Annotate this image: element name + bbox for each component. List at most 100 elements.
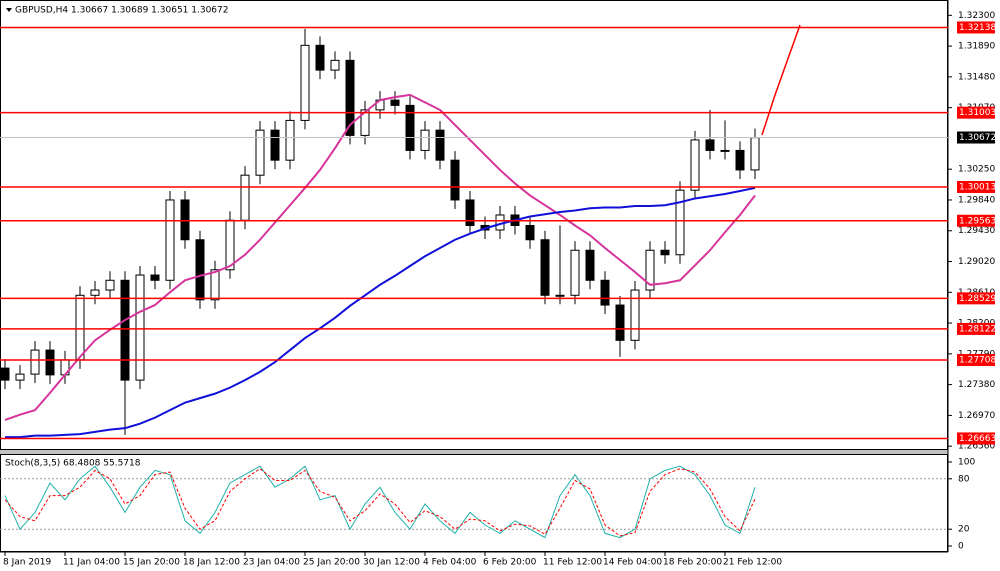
stoch-line — [4, 468, 756, 537]
candle-body — [195, 239, 205, 301]
level-tag — [957, 432, 995, 445]
x-tick-label: 11 Feb 12:00 — [543, 558, 602, 568]
level-tag — [957, 106, 995, 119]
x-tick-label: 6 Feb 20:00 — [483, 558, 537, 568]
candle-body — [285, 119, 295, 161]
candle-body — [180, 199, 190, 241]
x-tick-label: 23 Jan 04:00 — [243, 558, 300, 568]
stoch-frame — [0, 454, 948, 552]
plot-area: 1.323001.318901.314801.310701.302501.298… — [0, 11, 996, 568]
y-tick-label: 1.26970 — [958, 411, 995, 421]
candle-body — [525, 224, 535, 241]
candle-body — [600, 279, 610, 306]
candle-body — [435, 129, 445, 161]
candle-body — [675, 189, 685, 256]
x-tick-label: 15 Jan 20:00 — [123, 558, 180, 568]
level-label: 1.28529 — [959, 294, 996, 304]
y-tick-label: 1.31480 — [958, 72, 995, 82]
candle-body — [465, 199, 475, 226]
candle-body — [330, 59, 340, 71]
candle-body — [420, 129, 430, 151]
current-price-tag — [957, 131, 995, 144]
stoch-title: Stoch(8,3,5) 68.4808 55.5718 — [5, 459, 141, 469]
candle-body — [720, 149, 730, 152]
y-tick-label: 1.31890 — [958, 42, 995, 52]
candle-body — [360, 109, 370, 136]
candle-body — [315, 44, 325, 71]
level-tag — [957, 21, 995, 34]
x-tick-label: 21 Feb 12:00 — [723, 558, 782, 568]
x-tick-label: 4 Feb 04:00 — [423, 558, 477, 568]
candle-body — [270, 129, 280, 161]
level-label: 1.32138 — [959, 23, 996, 33]
chart-title: GBPUSD,H4 1.30667 1.30689 1.30651 1.3067… — [15, 6, 228, 16]
candle-body — [390, 99, 400, 106]
y-tick-label: 20 — [958, 525, 970, 535]
candle-body — [75, 294, 85, 361]
candle-body — [555, 294, 565, 297]
level-tag — [957, 292, 995, 305]
current-price-label: 1.30672 — [959, 133, 996, 143]
level-tag — [957, 322, 995, 335]
x-tick-label: 18 Jan 12:00 — [183, 558, 240, 568]
level-label: 1.30013 — [959, 182, 996, 192]
candle-body — [45, 349, 55, 376]
x-tick-label: 11 Jan 04:00 — [63, 558, 120, 568]
candle-body — [90, 289, 100, 296]
candle-body — [300, 44, 310, 121]
candle-body — [585, 249, 595, 281]
symbol-arrow — [6, 8, 12, 12]
y-tick-label: 100 — [958, 458, 975, 468]
candle-body — [0, 367, 10, 381]
x-tick-label: 8 Jan 2019 — [3, 558, 51, 568]
y-tick-label: 1.29430 — [958, 226, 995, 236]
level-label: 1.28122 — [959, 324, 996, 334]
moving-average — [4, 93, 756, 421]
candle-body — [105, 279, 115, 291]
level-tag — [957, 353, 995, 366]
level-label: 1.31003 — [959, 108, 996, 118]
candle-body — [255, 129, 265, 176]
candle-body — [690, 139, 700, 191]
level-label: 1.26663 — [959, 434, 996, 444]
y-tick-label: 1.30250 — [958, 165, 995, 175]
candle-body — [15, 373, 25, 381]
stoch-line — [4, 465, 756, 539]
candle-body — [30, 349, 40, 375]
x-tick-label: 25 Jan 20:00 — [303, 558, 360, 568]
candle-body — [165, 199, 175, 281]
x-tick-label: 14 Feb 04:00 — [603, 558, 662, 568]
y-tick-label: 1.29020 — [958, 257, 995, 267]
level-tag — [957, 214, 995, 227]
y-tick-label: 1.27380 — [958, 380, 995, 390]
x-tick-label: 18 Feb 20:00 — [663, 558, 722, 568]
candle-body — [615, 304, 625, 341]
candle-body — [630, 289, 640, 341]
moving-average — [5, 186, 756, 439]
candle-body — [735, 149, 745, 171]
candle-body — [450, 159, 460, 201]
level-label: 1.29563 — [959, 216, 996, 226]
candle-body — [240, 174, 250, 221]
candle-body — [210, 269, 220, 301]
candle-body — [570, 249, 580, 296]
candle-body — [120, 279, 130, 381]
y-tick-label: 0 — [958, 542, 964, 552]
candle-body — [225, 219, 235, 271]
y-tick-label: 1.32300 — [958, 11, 995, 21]
candle-body — [135, 274, 145, 381]
candle-body — [540, 239, 550, 296]
level-tag — [957, 180, 995, 193]
candle-body — [645, 249, 655, 291]
x-tick-label: 30 Jan 12:00 — [363, 558, 420, 568]
candle-body — [660, 249, 670, 256]
candle-body — [345, 59, 355, 136]
level-label: 1.27708 — [959, 355, 996, 365]
y-tick-label: 1.29840 — [958, 195, 995, 205]
y-tick-label: 80 — [958, 474, 970, 484]
panel-separator — [0, 450, 948, 454]
candle-body — [405, 104, 415, 151]
candle-body — [705, 139, 715, 151]
candle-body — [750, 137, 760, 171]
